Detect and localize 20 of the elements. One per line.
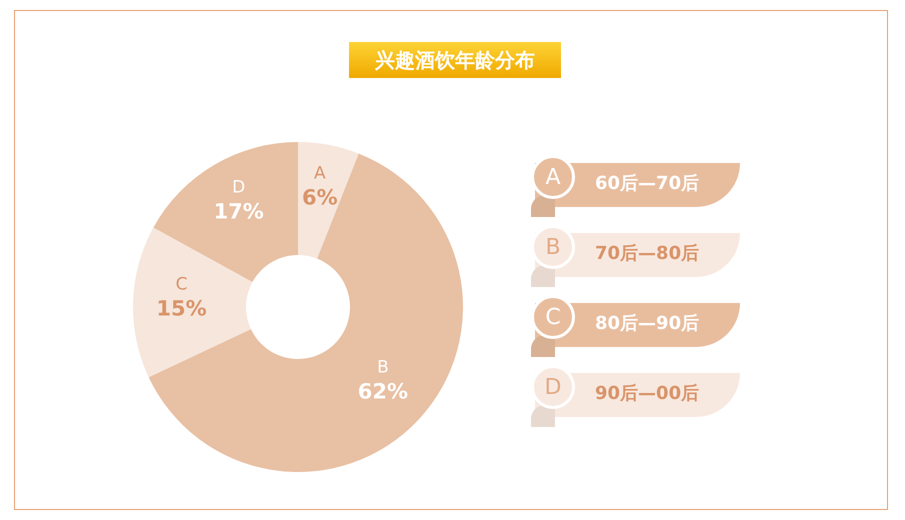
text: 90后—00后 (595, 382, 700, 405)
slice-label: A (314, 164, 326, 184)
legend-label: C (531, 295, 575, 339)
donut-slice (148, 154, 463, 472)
text: 80后—90后 (595, 312, 700, 335)
data-label: 62% (358, 380, 408, 404)
legend-label: B (531, 225, 575, 269)
donut-slice (298, 142, 359, 259)
chart-title: 兴趣酒饮年龄分布 (349, 42, 561, 78)
slice-label: C (176, 274, 188, 294)
category-label: A (545, 164, 561, 190)
data-label: 6% (302, 186, 338, 210)
text: 70后—80后 (595, 242, 700, 265)
slice-label: B (377, 358, 389, 378)
data-label: 15% (156, 296, 207, 320)
donut-slice (133, 228, 252, 378)
text: 60后—70后 (595, 172, 700, 195)
legend-label: D (531, 365, 575, 409)
slice-label: D (232, 178, 246, 198)
data-label: 17% (214, 200, 264, 224)
